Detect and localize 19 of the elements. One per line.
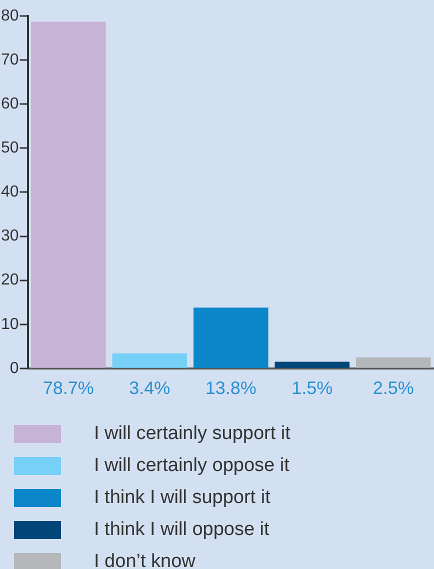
legend-label: I don’t know <box>94 551 196 569</box>
y-tick-label: 30 <box>1 228 19 245</box>
y-tick-label: 20 <box>1 272 19 289</box>
legend-label: I will certainly oppose it <box>94 455 290 477</box>
y-tick-label: 80 <box>1 7 19 24</box>
x-tick-label: 3.4% <box>129 378 170 398</box>
x-tick-label: 2.5% <box>372 378 414 398</box>
y-tick-label: 10 <box>1 316 19 333</box>
legend-label: I think I will oppose it <box>94 519 270 541</box>
x-tick-label: 78.7% <box>42 378 94 398</box>
x-tick-label: 1.5% <box>292 378 333 398</box>
y-tick-label: 40 <box>1 184 19 201</box>
x-tick-label: 13.8% <box>205 378 256 398</box>
legend-label: I will certainly support it <box>94 423 290 445</box>
legend-label: I think I will support it <box>94 487 270 509</box>
y-tick-label: 0 <box>10 360 19 377</box>
y-tick-label: 50 <box>1 140 19 157</box>
y-tick-label: 60 <box>1 96 19 113</box>
y-tick-label: 70 <box>1 51 19 68</box>
